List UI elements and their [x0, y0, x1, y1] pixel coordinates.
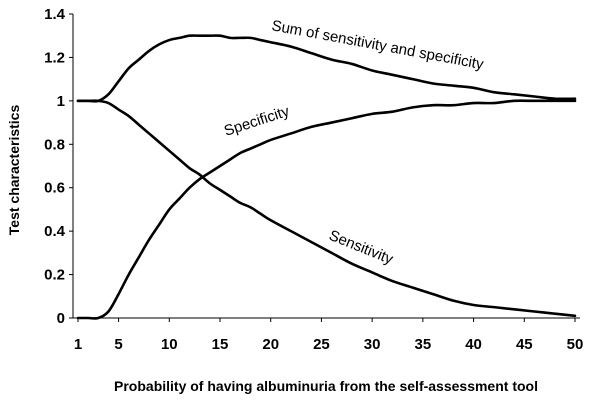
- x-tick-label: 1: [74, 336, 82, 353]
- series-line-sum-of-sensitivity-and-specificity: [76, 34, 577, 103]
- x-tick-label: 5: [114, 336, 122, 353]
- x-axis: 1 5 10 15 20 25 30 35 40 45 50: [73, 317, 584, 353]
- x-axis-title: Probability of having albuminuria from t…: [114, 378, 538, 394]
- annotation-specificity-label: Specificity: [222, 103, 292, 140]
- annotation-sum-label: Sum of sensitivity and specificity: [270, 17, 485, 73]
- y-tick-label: 0: [57, 310, 65, 327]
- x-tick-label: 15: [212, 336, 229, 353]
- x-tick-label: 40: [465, 336, 482, 353]
- x-tick-label: 45: [516, 336, 533, 353]
- series-layer: [76, 34, 577, 320]
- y-axis-title: Test characteristics: [6, 105, 22, 236]
- series-line-specificity: [76, 99, 577, 320]
- y-tick-label: 0.8: [44, 136, 65, 153]
- x-tick-label: 20: [262, 336, 279, 353]
- y-tick-label: 1.2: [44, 49, 65, 66]
- y-tick-label: 0.4: [44, 223, 66, 240]
- series-line-sensitivity: [76, 99, 577, 318]
- y-tick-label: 0.6: [44, 180, 65, 197]
- y-tick-label: 1: [57, 93, 65, 110]
- y-tick-label: 1.4: [44, 6, 66, 23]
- y-tick-label: 0.2: [44, 267, 65, 284]
- y-axis: 0 0.2 0.4 0.6 0.8 1 1.2 1.4: [44, 6, 74, 327]
- x-tick-label: 50: [567, 336, 584, 353]
- x-tick-label: 30: [364, 336, 381, 353]
- x-tick-label: 10: [161, 336, 178, 353]
- x-tick-label: 35: [415, 336, 432, 353]
- x-tick-label: 25: [313, 336, 330, 353]
- annotation-sensitivity-label: Sensitivity: [327, 227, 396, 268]
